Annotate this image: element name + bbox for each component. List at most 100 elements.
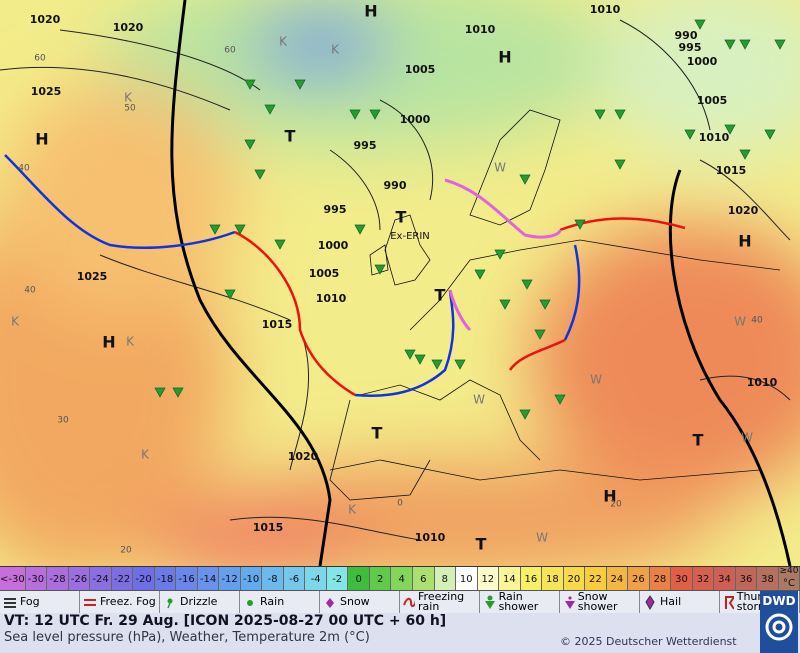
rain-shower-icon xyxy=(244,79,256,90)
legend-label: Hail xyxy=(660,595,682,608)
isobar-label: 1020 xyxy=(288,450,319,463)
scale-cell: 26 xyxy=(628,567,650,591)
pressure-center: T xyxy=(435,286,446,305)
rain-shower-icon xyxy=(534,329,546,340)
rain-shower-icon xyxy=(474,269,486,280)
scale-cell: 34 xyxy=(714,567,736,591)
isotherm-label: 60 xyxy=(224,46,236,56)
isobar-label: 1020 xyxy=(728,204,759,217)
scale-cell: -20 xyxy=(133,567,155,591)
airmass-label: W xyxy=(473,393,485,407)
rain-shower-icon xyxy=(349,109,361,120)
scale-cell: 28 xyxy=(649,567,672,591)
rain-shower-icon xyxy=(234,224,246,235)
legend-item: Freez. Fog xyxy=(80,591,160,613)
isotherm-label: 60 xyxy=(34,54,46,64)
scale-cell: 10 xyxy=(456,567,478,591)
rain-shower-icon xyxy=(274,239,286,250)
pressure-center: T xyxy=(476,535,487,554)
logo-text: DWD xyxy=(762,594,796,608)
scale-cell: 8 xyxy=(434,567,457,591)
scale-cell: 4 xyxy=(391,567,413,591)
legend-item: Snow xyxy=(320,591,400,613)
isobar-label: 1025 xyxy=(31,85,62,98)
scale-cell: 0 xyxy=(348,567,370,591)
isobar-label: 1005 xyxy=(405,63,436,76)
legend-icon xyxy=(485,595,495,609)
rain-shower-icon xyxy=(739,39,751,50)
isotherm-label: 20 xyxy=(120,546,132,556)
rain-shower-icon xyxy=(519,174,531,185)
scale-cell: -22 xyxy=(111,567,134,591)
rain-shower-icon xyxy=(519,409,531,420)
rain-shower-icon xyxy=(294,79,306,90)
isotherm-label: 40 xyxy=(24,286,36,296)
rain-shower-icon xyxy=(684,129,696,140)
rain-shower-icon xyxy=(414,354,426,365)
pressure-center: H xyxy=(738,232,751,251)
isobar-label: 1000 xyxy=(318,239,349,252)
legend-icon xyxy=(565,595,575,609)
airmass-label: W xyxy=(590,373,602,387)
legend-item: Rain shower xyxy=(480,591,560,613)
legend-icon xyxy=(4,597,16,608)
isobar-label: 1010 xyxy=(699,131,730,144)
temperature-scale: <-30 -30 -28 -26 -24 -22 -20 -18 -16 -14 -12 -10 -8-… xyxy=(0,566,800,591)
scale-cell: 2 xyxy=(369,567,392,591)
rain-shower-icon xyxy=(154,387,166,398)
airmass-label: K xyxy=(11,315,20,329)
isobar-label: 1020 xyxy=(30,13,61,26)
pressure-center: T xyxy=(372,424,383,443)
isobar-label: 1015 xyxy=(262,318,293,331)
isobar-label: 990 xyxy=(675,29,698,42)
legend-item: Freezing rain xyxy=(400,591,480,613)
airmass-label: K xyxy=(124,91,133,105)
isotherm-label: 40 xyxy=(751,316,763,326)
valid-time: VT: 12 UTC Fr. 29 Aug. [ICON 2025-08-27 … xyxy=(4,613,447,629)
isobar-label: 1025 xyxy=(77,270,108,283)
scale-cell: -14 xyxy=(197,567,220,591)
legend-item: Rain xyxy=(240,591,320,613)
isotherm-label: 0 xyxy=(397,499,403,509)
rain-shower-icon xyxy=(369,109,381,120)
legend-label: Thunder storm xyxy=(736,591,783,613)
legend-item: Fog xyxy=(0,591,80,613)
legend-item: Drizzle xyxy=(160,591,240,613)
airmass-label: K xyxy=(279,35,288,49)
scale-cell: -12 xyxy=(219,567,241,591)
rain-shower-icon xyxy=(254,169,266,180)
legend-label: Snow xyxy=(340,595,370,608)
legend-icon xyxy=(326,597,334,608)
airmass-label: W xyxy=(734,315,746,329)
legend-icon xyxy=(725,595,734,610)
scale-cell: 32 xyxy=(692,567,715,591)
legend-label: Rain xyxy=(260,595,285,608)
isobar-label: 990 xyxy=(384,179,407,192)
description: Sea level pressure (hPa), Weather, Tempe… xyxy=(4,630,370,645)
scale-cell: -4 xyxy=(305,567,327,591)
isotherm-label: 20 xyxy=(610,500,622,510)
pressure-center: H xyxy=(102,333,115,352)
rain-shower-icon xyxy=(724,124,736,135)
rain-shower-icon xyxy=(739,149,751,160)
rain-shower-icon xyxy=(404,349,416,360)
legend-label: Freez. Fog xyxy=(100,595,156,608)
rain-shower-icon xyxy=(694,19,706,30)
pressure-center: H xyxy=(603,487,616,506)
scale-cell: -28 xyxy=(47,567,69,591)
isobar-label: 995 xyxy=(324,203,347,216)
rain-shower-icon xyxy=(539,299,551,310)
scale-cell: -26 xyxy=(68,567,91,591)
legend: Fog Freez. Fog Drizzle Rain Snow Freezing rai… xyxy=(0,590,800,614)
airmass-label: K xyxy=(141,448,150,462)
airmass-label: K xyxy=(126,335,135,349)
legend-label: Drizzle xyxy=(180,595,218,608)
logo-icon xyxy=(765,613,793,641)
legend-icon xyxy=(247,599,253,606)
airmass-label: K xyxy=(331,43,340,57)
rain-shower-icon xyxy=(724,39,736,50)
rain-shower-icon xyxy=(494,249,506,260)
legend-item: Snow shower xyxy=(560,591,640,613)
storm-name: Ex-ERIN xyxy=(390,231,430,242)
rain-shower-icon xyxy=(172,387,184,398)
